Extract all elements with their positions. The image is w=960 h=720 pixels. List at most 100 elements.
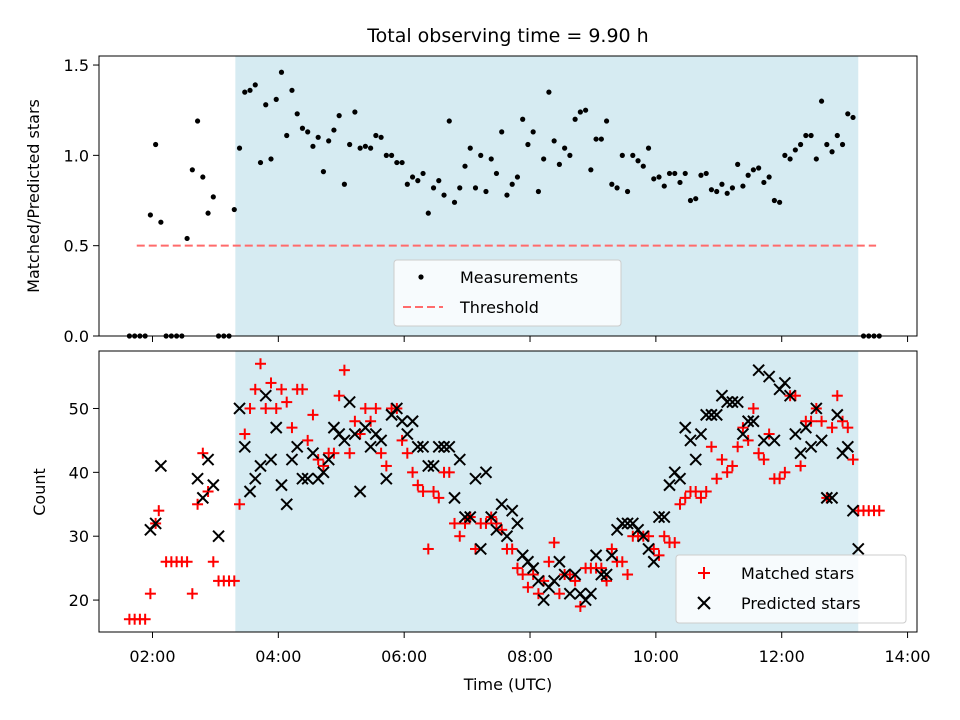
predicted-star-point: [804, 440, 818, 454]
predicted-star-point: [726, 395, 739, 409]
measurement-point: [567, 152, 573, 158]
predicted-star-point: [747, 415, 760, 428]
measurement-point: [850, 114, 856, 121]
matched-star-point: [260, 402, 272, 414]
matched-star-point: [538, 575, 550, 587]
measurement-point: [352, 109, 358, 115]
matched-star-point: [705, 441, 717, 453]
legend-measurements-label: Measurements: [460, 268, 578, 287]
measurement-point: [630, 152, 636, 158]
measurement-point: [147, 212, 153, 218]
predicted-star-point: [741, 415, 755, 428]
matched-star-point: [328, 447, 340, 459]
matched-star-point: [153, 505, 165, 517]
predicted-star-point: [700, 408, 713, 422]
matched-star-point: [690, 486, 702, 497]
measurement-point: [551, 138, 557, 144]
measurement-point: [326, 138, 332, 144]
matched-star-point: [186, 588, 198, 600]
matched-star-point: [721, 466, 733, 478]
measurement-point: [829, 149, 835, 155]
matched-star-point: [202, 486, 214, 497]
measurement-point: [703, 170, 709, 177]
measurement-point: [247, 87, 253, 93]
predicted-star-point: [212, 529, 225, 543]
matched-star-point: [774, 473, 786, 485]
matched-star-point: [574, 600, 586, 612]
predicted-star-point: [249, 472, 262, 485]
x-tick-label: 08:00: [507, 647, 553, 666]
top-y-tick-label: 1.0: [64, 146, 89, 165]
measurement-point: [158, 219, 164, 225]
measurement-point: [268, 156, 274, 162]
top-legend: Measurements Threshold: [393, 259, 622, 327]
measurement-point: [766, 174, 772, 180]
predicted-star-point: [485, 510, 498, 524]
predicted-star-point: [553, 555, 566, 568]
x-tick-label: 12:00: [759, 647, 805, 666]
predicted-star-point: [595, 568, 608, 581]
matched-star-point: [349, 415, 361, 427]
predicted-star-point: [201, 453, 215, 466]
predicted-star-point: [500, 529, 514, 543]
matched-star-point: [255, 358, 267, 370]
measurement-point: [562, 145, 568, 151]
matched-star-point: [270, 402, 282, 414]
predicted-star-point: [259, 389, 272, 402]
matched-star-point: [307, 409, 319, 421]
predicted-star-point: [684, 434, 697, 447]
matched-star-point: [669, 537, 681, 549]
predicted-star-point: [353, 485, 367, 498]
measurement-point: [362, 143, 368, 149]
measurement-point: [603, 118, 610, 124]
measurement-point: [818, 98, 825, 104]
measurement-points: [126, 69, 882, 339]
measurement-point: [541, 156, 547, 162]
matched-star-point: [454, 530, 466, 542]
measurement-point: [666, 170, 673, 177]
measurement-point: [777, 199, 783, 205]
matched-star-point: [417, 486, 429, 497]
predicted-star-point: [437, 440, 451, 454]
measurement-point: [624, 188, 631, 195]
matched-star-point: [228, 575, 240, 587]
predicted-star-point: [642, 542, 655, 556]
predicted-star-point: [768, 434, 781, 447]
measurement-point: [839, 141, 846, 148]
matched-star-point: [543, 556, 555, 568]
predicted-star-point: [584, 587, 598, 600]
matched-star-point: [192, 498, 204, 510]
matched-star-point: [469, 543, 481, 555]
matched-star-point: [317, 460, 329, 472]
matched-star-point: [763, 428, 775, 440]
x-tick-label: 14:00: [885, 647, 931, 666]
measurement-point: [236, 145, 243, 151]
predicted-star-point: [479, 466, 493, 479]
top-x-ticks: [151, 336, 909, 342]
predicted-star-point: [831, 408, 844, 422]
predicted-star-point: [306, 446, 320, 460]
predicted-star-point: [448, 491, 461, 505]
matched-star-point: [197, 447, 209, 459]
matched-star-point: [412, 479, 424, 491]
legend-matched-marker: [698, 567, 710, 579]
matched-star-point: [532, 588, 544, 600]
predicted-star-point: [401, 427, 414, 441]
chart-title: Total observing time = 9.90 h: [366, 25, 648, 47]
measurement-point: [336, 113, 342, 119]
measurement-point: [320, 169, 327, 175]
measurement-point: [493, 170, 500, 177]
matched-star-point: [616, 556, 628, 568]
matched-star-point: [506, 543, 518, 555]
predicted-star-point: [490, 523, 503, 537]
predicted-star-point: [762, 370, 776, 383]
predicted-star-point: [154, 459, 168, 473]
measurement-point: [441, 192, 447, 198]
x-tick-label: 06:00: [381, 647, 427, 666]
matched-star-point: [732, 441, 744, 453]
predicted-star-point: [663, 478, 676, 492]
measurement-point: [315, 134, 321, 140]
measurement-point: [347, 141, 353, 148]
predicted-star-point: [343, 395, 356, 409]
matched-star-point: [139, 613, 151, 625]
